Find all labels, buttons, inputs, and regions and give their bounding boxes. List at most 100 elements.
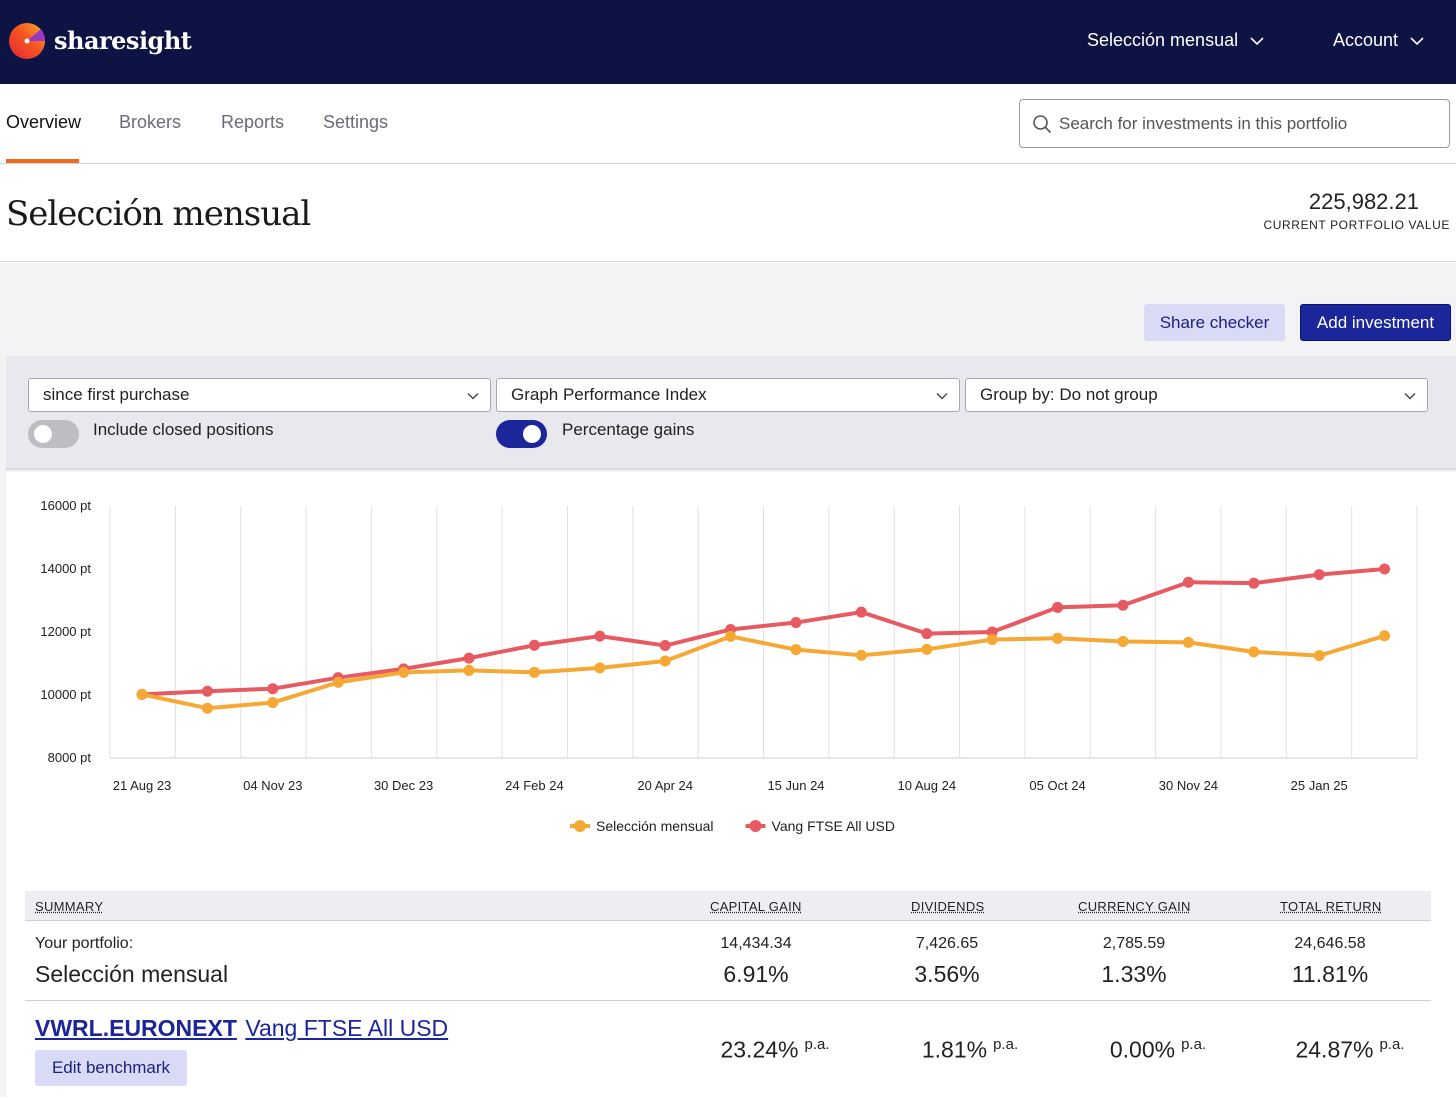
data-point: [1379, 563, 1391, 575]
your-portfolio-label: Your portfolio:: [35, 935, 134, 952]
y-tick-label: 10000 pt: [40, 687, 91, 702]
group-by-select-value: Group by: Do not group: [980, 385, 1158, 404]
chevron-down-icon: [467, 393, 479, 400]
y-tick-label: 8000 pt: [48, 750, 92, 765]
portfolio-menu-label: Selección mensual: [1087, 30, 1239, 50]
data-point: [659, 655, 671, 667]
benchmark-name-link[interactable]: Vang FTSE All USD: [245, 1015, 449, 1041]
summary-header[interactable]: SUMMARY: [35, 899, 104, 914]
search-input[interactable]: [1059, 110, 1439, 138]
x-tick-label: 30 Dec 23: [374, 778, 433, 793]
data-point: [986, 626, 998, 638]
benchmark-currency-gain-value: 0.00%: [1109, 1036, 1176, 1063]
total-return-amount: 24,646.58: [1294, 935, 1366, 952]
portfolio-value: 225,982.21: [1308, 189, 1419, 214]
benchmark-dividends: 1.81% p.a.: [880, 1036, 1060, 1064]
data-point: [267, 697, 279, 709]
data-point: [398, 666, 410, 678]
group-by-select[interactable]: Group by: Do not group: [965, 378, 1428, 412]
search-icon: [1033, 115, 1052, 134]
benchmark-capital-gain: 23.24% p.a.: [685, 1036, 865, 1064]
chevron-down-icon: [936, 393, 948, 400]
data-point: [855, 606, 867, 618]
data-point: [267, 683, 279, 695]
filters-panel: since first purchase Graph Performance I…: [6, 356, 1456, 470]
portfolio-value-label: CURRENT PORTFOLIO VALUE: [1263, 218, 1450, 232]
benchmark-capital-gain-value: 23.24%: [720, 1036, 799, 1063]
brand-name[interactable]: sharesight: [54, 26, 192, 55]
x-tick-label: 20 Apr 24: [637, 778, 693, 793]
portfolio-name: Selección mensual: [35, 961, 229, 987]
graph-type-select[interactable]: Graph Performance Index: [496, 378, 960, 412]
chevron-down-icon: [1410, 36, 1424, 45]
page-title: Selección mensual: [6, 194, 311, 234]
x-tick-label: 15 Jun 24: [767, 778, 824, 793]
total-return-header[interactable]: TOTAL RETURN: [1280, 899, 1382, 914]
sharesight-logo-icon[interactable]: [8, 22, 46, 60]
data-point: [1248, 577, 1260, 589]
capital-gain-header[interactable]: CAPITAL GAIN: [710, 899, 802, 914]
data-point: [855, 649, 867, 661]
graph-type-select-value: Graph Performance Index: [511, 385, 707, 404]
data-point: [1182, 636, 1194, 648]
add-investment-button[interactable]: Add investment: [1300, 304, 1451, 341]
x-tick-label: 04 Nov 23: [243, 778, 302, 793]
toggle-knob: [34, 425, 52, 443]
summary-header-row: SUMMARY CAPITAL GAIN DIVIDENDS CURRENCY …: [25, 891, 1431, 921]
chevron-down-icon: [1404, 393, 1416, 400]
data-point: [463, 664, 475, 676]
percentage-gains-toggle[interactable]: [496, 420, 547, 448]
data-point: [201, 685, 213, 697]
y-tick-label: 16000 pt: [40, 498, 91, 513]
pa-label: p.a.: [993, 1036, 1019, 1053]
x-tick-label: 05 Oct 24: [1029, 778, 1085, 793]
tab-settings[interactable]: Settings: [323, 112, 389, 132]
legend-label: Selección mensual: [596, 818, 714, 834]
data-point: [332, 676, 344, 688]
tab-brokers[interactable]: Brokers: [119, 112, 182, 132]
capital-gain-amount: 14,434.34: [720, 935, 792, 952]
share-checker-button[interactable]: Share checker: [1144, 304, 1285, 341]
period-select[interactable]: since first purchase: [28, 378, 491, 412]
y-tick-label: 12000 pt: [40, 624, 91, 639]
tab-reports[interactable]: Reports: [221, 112, 285, 132]
benchmark-dividends-value: 1.81%: [921, 1036, 988, 1063]
data-point: [201, 702, 213, 714]
benchmark-code-link[interactable]: VWRL.EURONEXT: [35, 1015, 237, 1041]
pa-label: p.a.: [1181, 1036, 1207, 1053]
include-closed-label: Include closed positions: [93, 420, 274, 439]
x-tick-label: 30 Nov 24: [1159, 778, 1218, 793]
series-line: [141, 567, 1385, 697]
chevron-down-icon: [1250, 36, 1264, 45]
data-point: [1313, 569, 1325, 581]
pa-label: p.a.: [1379, 1036, 1405, 1053]
benchmark-summary-row: VWRL.EURONEXT Vang FTSE All USD Edit ben…: [25, 1001, 1431, 1101]
period-select-value: since first purchase: [43, 385, 190, 404]
data-point: [1379, 630, 1391, 642]
data-point: [1052, 601, 1064, 613]
account-menu-label: Account: [1333, 30, 1399, 50]
data-point: [1052, 632, 1064, 644]
include-closed-toggle[interactable]: [28, 420, 79, 448]
series-line: [141, 633, 1386, 711]
data-point: [659, 640, 671, 652]
edit-benchmark-button[interactable]: Edit benchmark: [35, 1050, 187, 1086]
sub-navigation: Overview Brokers Reports Settings: [0, 84, 1456, 164]
data-point: [594, 630, 606, 642]
dividends-percent: 3.56%: [914, 961, 980, 987]
toggle-knob: [523, 425, 541, 443]
search-box[interactable]: [1019, 99, 1450, 148]
portfolio-summary-row: Your portfolio: Selección mensual 14,434…: [25, 921, 1431, 1001]
data-point: [1313, 650, 1325, 662]
currency-gain-header[interactable]: CURRENCY GAIN: [1078, 899, 1191, 914]
portfolio-menu[interactable]: Selección mensual: [1087, 30, 1264, 51]
account-menu[interactable]: Account: [1333, 30, 1424, 51]
data-point: [921, 628, 933, 640]
tab-overview[interactable]: Overview: [6, 112, 82, 132]
data-point: [790, 617, 802, 629]
dividends-header[interactable]: DIVIDENDS: [911, 899, 985, 914]
portfolio-header: Selección mensual 225,982.21 CURRENT POR…: [0, 164, 1456, 262]
data-point: [1248, 646, 1260, 658]
currency-gain-percent: 1.33%: [1101, 961, 1167, 987]
data-point: [986, 634, 998, 646]
